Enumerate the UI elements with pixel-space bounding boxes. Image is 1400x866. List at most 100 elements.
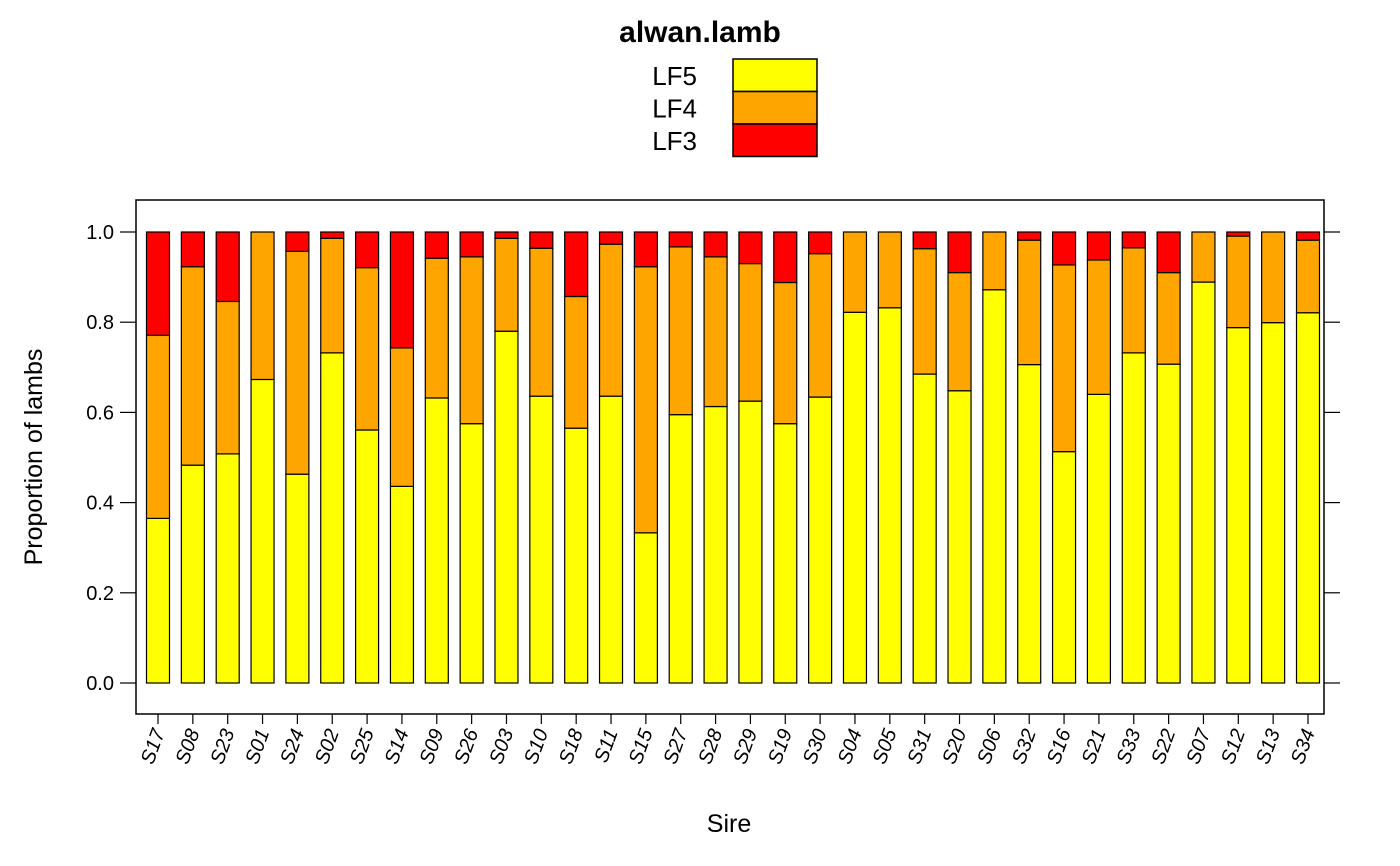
bar-segment-s31-lf3 (912, 231, 937, 250)
bar-segment-s21-lf5 (1086, 393, 1112, 684)
x-tick-label: S16 (1043, 725, 1076, 767)
bar-segment-s16-lf4 (1051, 264, 1077, 453)
bar-segment-s17-lf3 (145, 231, 171, 336)
bar-segment-s06-lf5 (982, 289, 1007, 684)
bar-segment-s20-lf3 (947, 231, 972, 274)
bar-segment-s02-lf4 (320, 237, 345, 354)
bar-segment-s34-lf4 (1295, 239, 1321, 314)
bar-segment-s22-lf5 (1156, 363, 1181, 684)
y-axis: 0.0 0.2 0.4 0.6 0.8 1.0 (86, 222, 1340, 695)
bar-segment-s17-lf5 (145, 517, 171, 684)
bar-segment-s19-lf3 (773, 231, 798, 284)
bar-segment-s23-lf4 (215, 300, 240, 455)
x-tick-label: S07 (1182, 725, 1215, 767)
bar-segment-s01-lf4 (250, 231, 275, 381)
bar-segment-s21-lf4 (1086, 259, 1112, 395)
x-tick-label: S17 (137, 725, 170, 767)
x-tick-label: S10 (520, 726, 553, 767)
bar-segment-s26-lf3 (459, 231, 484, 258)
bar-segment-s16-lf3 (1051, 231, 1077, 266)
x-tick-label: S01 (241, 726, 274, 767)
legend-swatch-lf5 (732, 58, 818, 93)
x-tick-label: S19 (764, 726, 797, 767)
bar-segment-s13-lf4 (1261, 231, 1286, 324)
bar-segment-s23-lf5 (215, 453, 240, 684)
bar-segment-s03-lf5 (494, 330, 519, 684)
x-tick-label: S05 (869, 725, 902, 767)
bar-segment-s28-lf5 (703, 405, 728, 684)
x-tick-label: S20 (938, 726, 971, 767)
x-tick-label: S34 (1287, 726, 1320, 767)
x-tick-label: S03 (485, 726, 518, 767)
legend-label-lf4: LF4 (652, 94, 697, 124)
bar-segment-s02-lf3 (320, 231, 345, 239)
bar-segment-s34-lf3 (1295, 231, 1321, 241)
chart-title: alwan.lamb (619, 16, 781, 49)
x-axis: S17 S08 S23 S01 S24 S02 S25 S14 S09 S26 S03 S10 S18 S… (137, 714, 1320, 767)
bar-segment-s10-lf4 (529, 247, 554, 397)
bar-segment-s22-lf4 (1156, 271, 1181, 365)
bar-segment-s33-lf4 (1121, 247, 1146, 354)
x-tick-label: S13 (1252, 726, 1285, 767)
bar-segment-s33-lf3 (1121, 231, 1146, 249)
y-tick-label: 1.0 (86, 222, 114, 244)
bar-segment-s12-lf4 (1226, 235, 1251, 329)
x-tick-label: S23 (207, 726, 240, 767)
legend-label-lf5: LF5 (652, 61, 697, 91)
bar-segment-s27-lf3 (668, 231, 693, 248)
y-tick-label: 0.2 (86, 583, 114, 605)
x-tick-label: S29 (729, 726, 762, 767)
bar-segment-s05-lf4 (877, 231, 902, 309)
x-tick-label: S08 (172, 726, 205, 767)
x-tick-label: S09 (416, 726, 449, 767)
x-tick-label: S18 (555, 726, 588, 767)
bar-segment-s09-lf3 (424, 231, 449, 259)
bar-segment-s17-lf4 (145, 334, 171, 519)
x-tick-label: S26 (450, 725, 483, 767)
bar-segment-s20-lf5 (947, 390, 972, 684)
bar-segment-s28-lf4 (703, 256, 728, 408)
bar-segment-s10-lf5 (529, 395, 554, 684)
bar-segment-s31-lf5 (912, 373, 937, 684)
y-axis-label: Proportion of lambs (20, 349, 48, 566)
bar-segment-s25-lf5 (354, 429, 380, 684)
bar-segment-s18-lf4 (564, 295, 589, 429)
bar-segment-s32-lf4 (1017, 239, 1042, 366)
bar-segment-s29-lf3 (738, 231, 763, 265)
bar-segment-s24-lf3 (285, 231, 310, 252)
x-tick-label: S25 (346, 725, 379, 767)
y-tick-label: 0.4 (86, 493, 114, 515)
bar-segment-s01-lf5 (250, 378, 275, 684)
bar-segment-s30-lf4 (808, 253, 833, 398)
bar-segment-s32-lf5 (1017, 363, 1042, 684)
bar-segment-s06-lf4 (982, 231, 1007, 291)
legend-label-lf3: LF3 (652, 126, 697, 156)
bar-segment-s02-lf5 (320, 352, 345, 684)
x-tick-label: S22 (1147, 726, 1180, 767)
bar-segment-s09-lf5 (424, 397, 449, 684)
bar-segment-s08-lf3 (180, 231, 205, 268)
x-tick-label: S30 (799, 726, 832, 767)
bar-segment-s04-lf4 (842, 231, 868, 313)
bar-segment-s26-lf5 (459, 423, 484, 684)
bar-segment-s09-lf4 (424, 257, 449, 399)
bar-segment-s04-lf5 (842, 311, 868, 684)
y-tick-label: 0.0 (86, 673, 114, 695)
bar-segment-s33-lf5 (1121, 352, 1146, 684)
bar-segment-s11-lf4 (598, 243, 624, 397)
bar-segment-s27-lf4 (668, 246, 693, 416)
x-tick-label: S24 (276, 726, 309, 767)
bar-segment-s20-lf4 (947, 271, 972, 392)
x-tick-label: S27 (660, 725, 693, 767)
x-tick-label: S32 (1008, 726, 1041, 767)
bar-segment-s26-lf4 (459, 256, 484, 425)
x-tick-label: S11 (590, 726, 622, 766)
legend-swatch-lf3 (732, 123, 818, 158)
x-tick-label: S12 (1217, 726, 1250, 767)
bar-segment-s28-lf3 (703, 231, 728, 258)
x-tick-label: S21 (1078, 726, 1111, 767)
bar-segment-s07-lf5 (1191, 281, 1216, 684)
bar-segment-s05-lf5 (877, 307, 902, 684)
bar-segment-s25-lf4 (354, 267, 380, 431)
